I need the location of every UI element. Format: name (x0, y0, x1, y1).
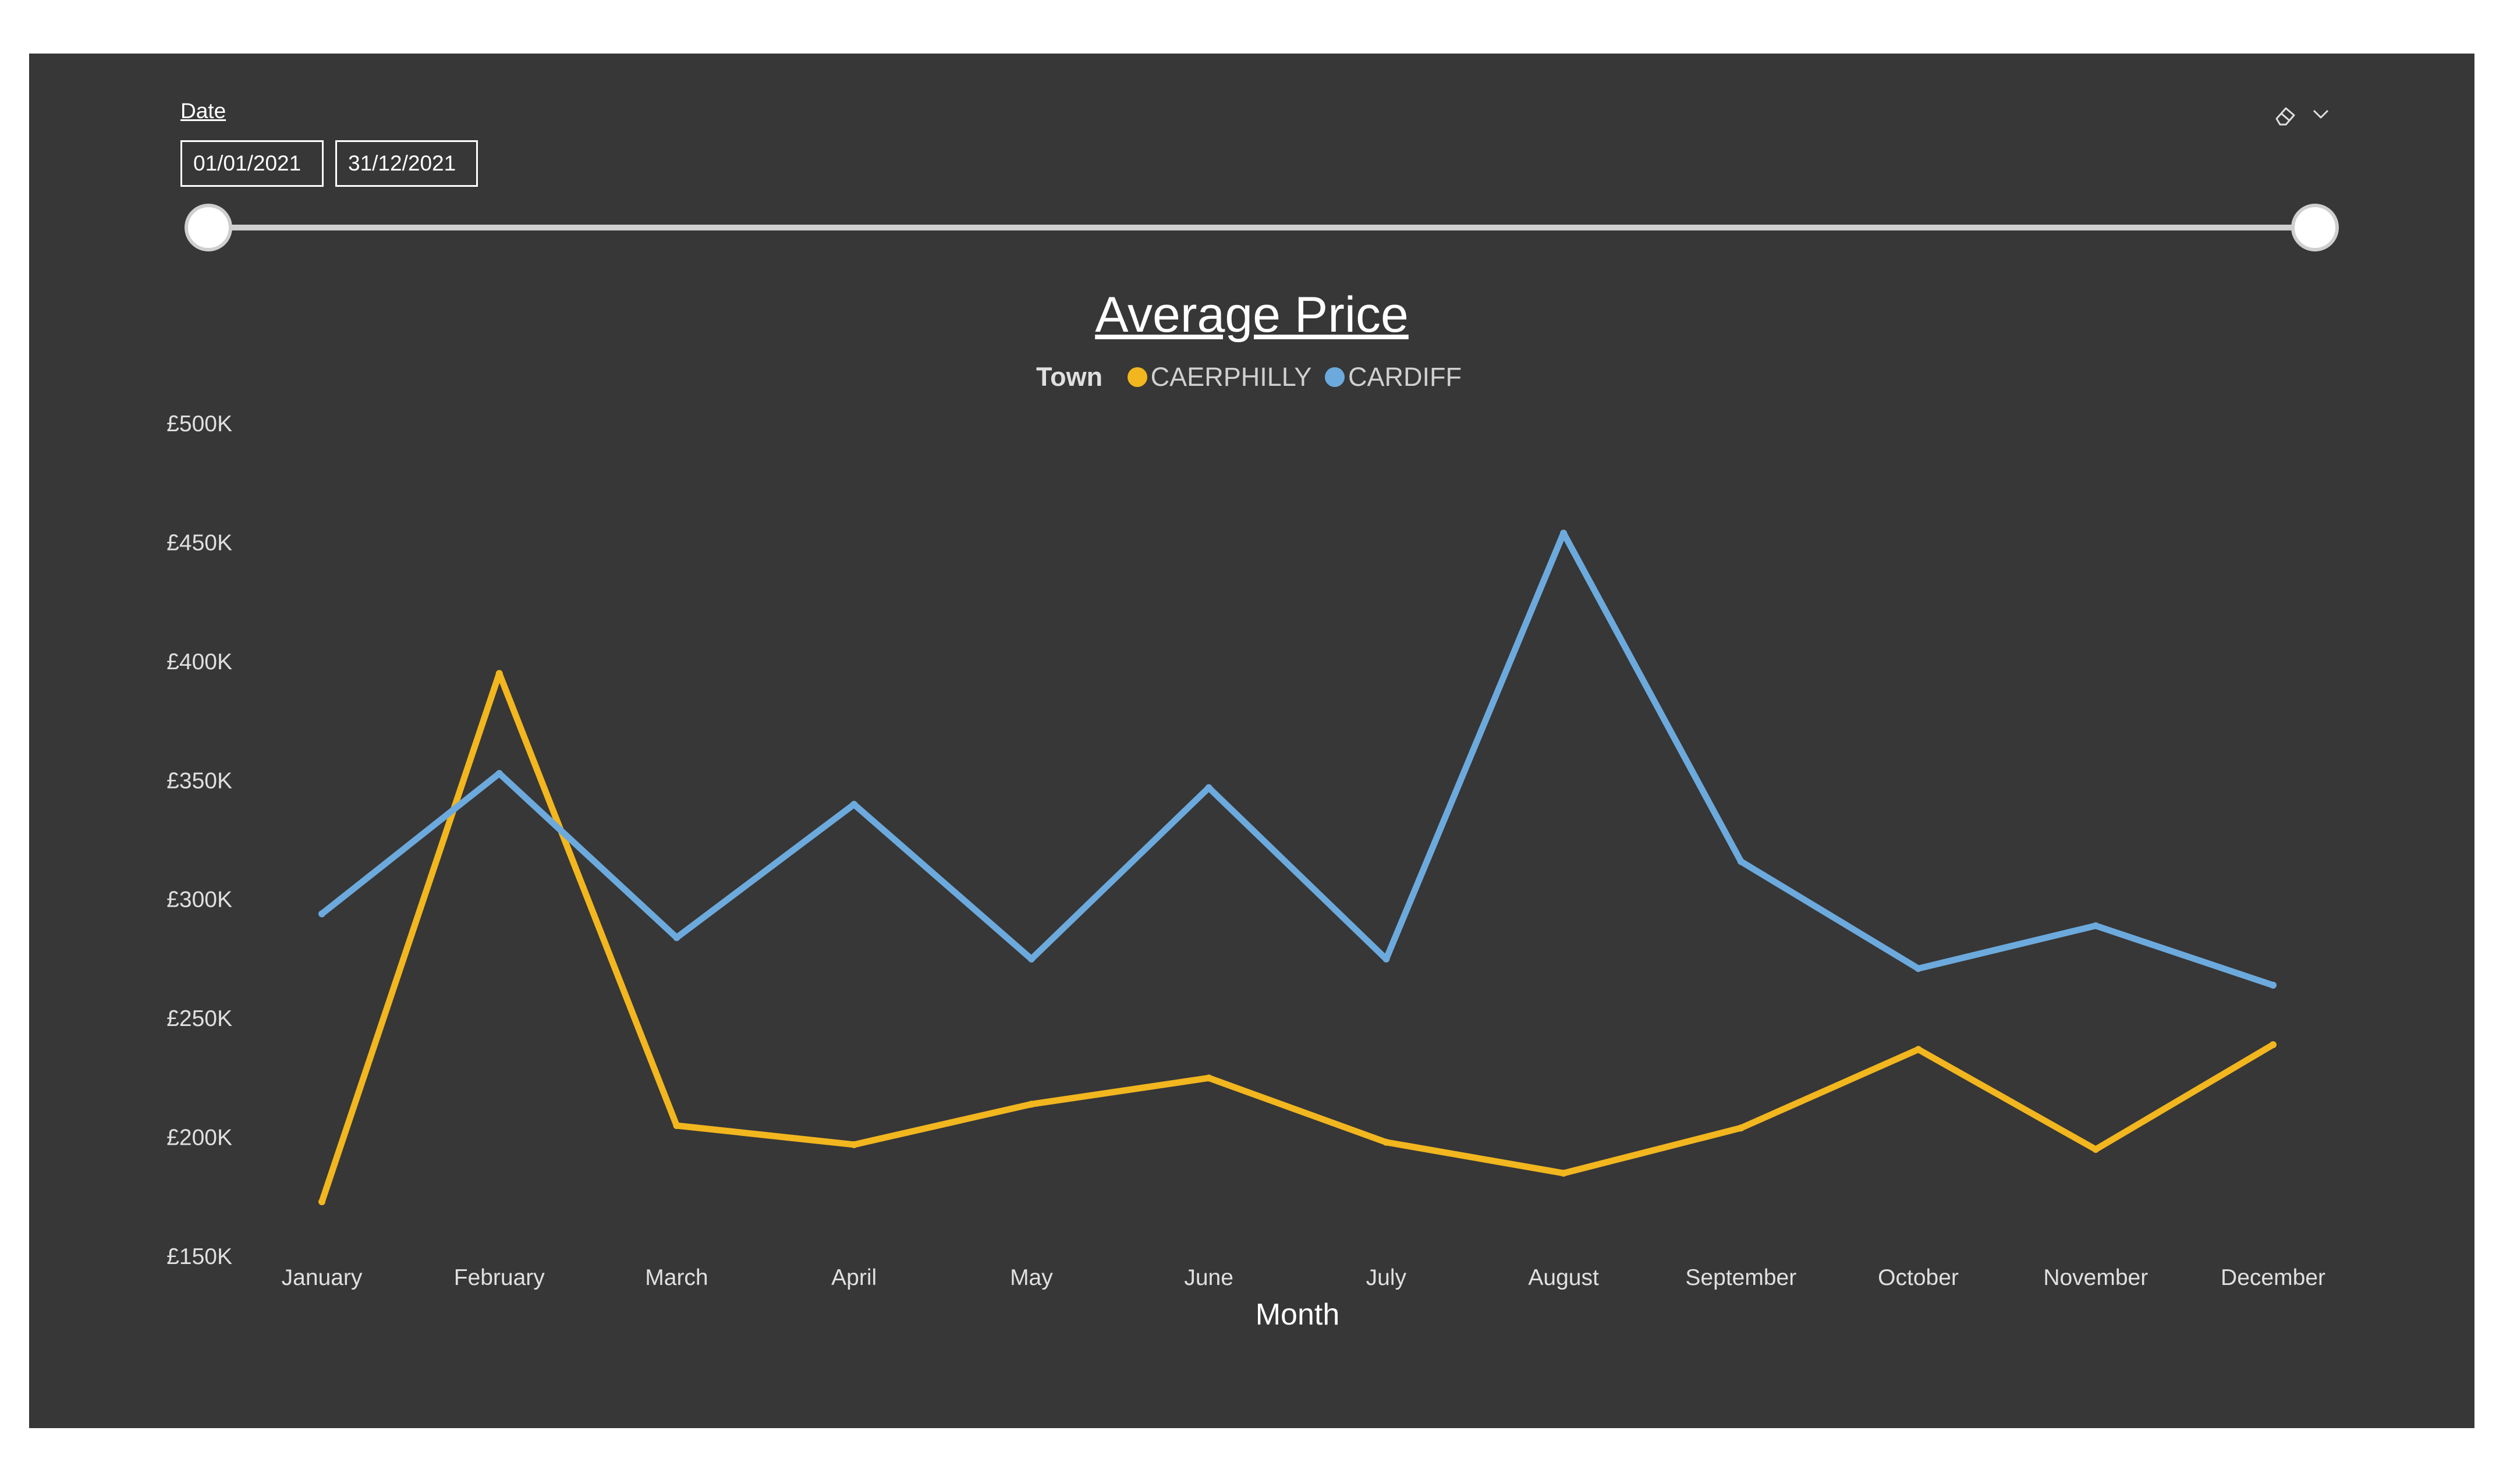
data-point-cardiff[interactable] (1206, 784, 1212, 791)
report-panel: Date 01/01/2021 31/12/2021 Average Price… (29, 54, 2474, 1428)
data-point-caerphilly[interactable] (850, 1141, 857, 1148)
x-tick-label: December (2221, 1265, 2325, 1290)
x-tick-label: September (1685, 1265, 1796, 1290)
data-point-cardiff[interactable] (1915, 965, 1922, 972)
data-point-cardiff[interactable] (1028, 956, 1035, 963)
data-point-cardiff[interactable] (673, 934, 680, 941)
x-tick-label: April (831, 1265, 877, 1290)
data-point-caerphilly[interactable] (1028, 1100, 1035, 1107)
data-point-caerphilly[interactable] (2270, 1041, 2277, 1048)
series-line-cardiff[interactable] (322, 533, 2273, 985)
data-point-cardiff[interactable] (496, 770, 503, 777)
data-point-cardiff[interactable] (2270, 982, 2277, 989)
y-tick-label: £250K (166, 1006, 232, 1031)
data-point-caerphilly[interactable] (2092, 1146, 2099, 1153)
data-point-caerphilly[interactable] (1382, 1139, 1389, 1146)
x-tick-label: August (1528, 1265, 1599, 1290)
x-tick-label: November (2043, 1265, 2148, 1290)
x-axis-title: Month (1256, 1298, 1340, 1332)
data-point-caerphilly[interactable] (496, 670, 503, 677)
data-point-caerphilly[interactable] (1560, 1170, 1567, 1177)
x-tick-label: May (1010, 1265, 1053, 1290)
y-tick-label: £300K (166, 887, 232, 913)
x-tick-label: March (645, 1265, 708, 1290)
y-tick-label: £200K (166, 1126, 232, 1151)
y-tick-label: £450K (166, 530, 232, 555)
data-point-caerphilly[interactable] (1738, 1124, 1745, 1131)
data-point-cardiff[interactable] (2092, 922, 2099, 929)
data-point-cardiff[interactable] (1738, 858, 1745, 865)
y-tick-label: £500K (166, 411, 232, 436)
data-point-cardiff[interactable] (1560, 530, 1567, 537)
data-point-cardiff[interactable] (1382, 956, 1389, 963)
x-tick-label: June (1184, 1265, 1233, 1290)
data-point-caerphilly[interactable] (673, 1122, 680, 1129)
y-tick-label: £400K (166, 649, 232, 674)
data-point-cardiff[interactable] (850, 801, 857, 808)
x-tick-label: July (1366, 1265, 1407, 1290)
x-tick-label: January (282, 1265, 363, 1290)
y-tick-label: £150K (166, 1244, 232, 1269)
x-tick-label: October (1878, 1265, 1959, 1290)
series-line-caerphilly[interactable] (322, 673, 2273, 1202)
data-point-cardiff[interactable] (318, 910, 325, 917)
line-chart: £150K £200K £250K £300K £350K £400K £450K £500K… (29, 54, 2474, 1428)
x-tick-label: February (454, 1265, 545, 1290)
data-point-caerphilly[interactable] (1206, 1074, 1212, 1081)
y-tick-label: £350K (166, 768, 232, 793)
data-point-caerphilly[interactable] (318, 1198, 325, 1205)
data-point-caerphilly[interactable] (1915, 1046, 1922, 1053)
